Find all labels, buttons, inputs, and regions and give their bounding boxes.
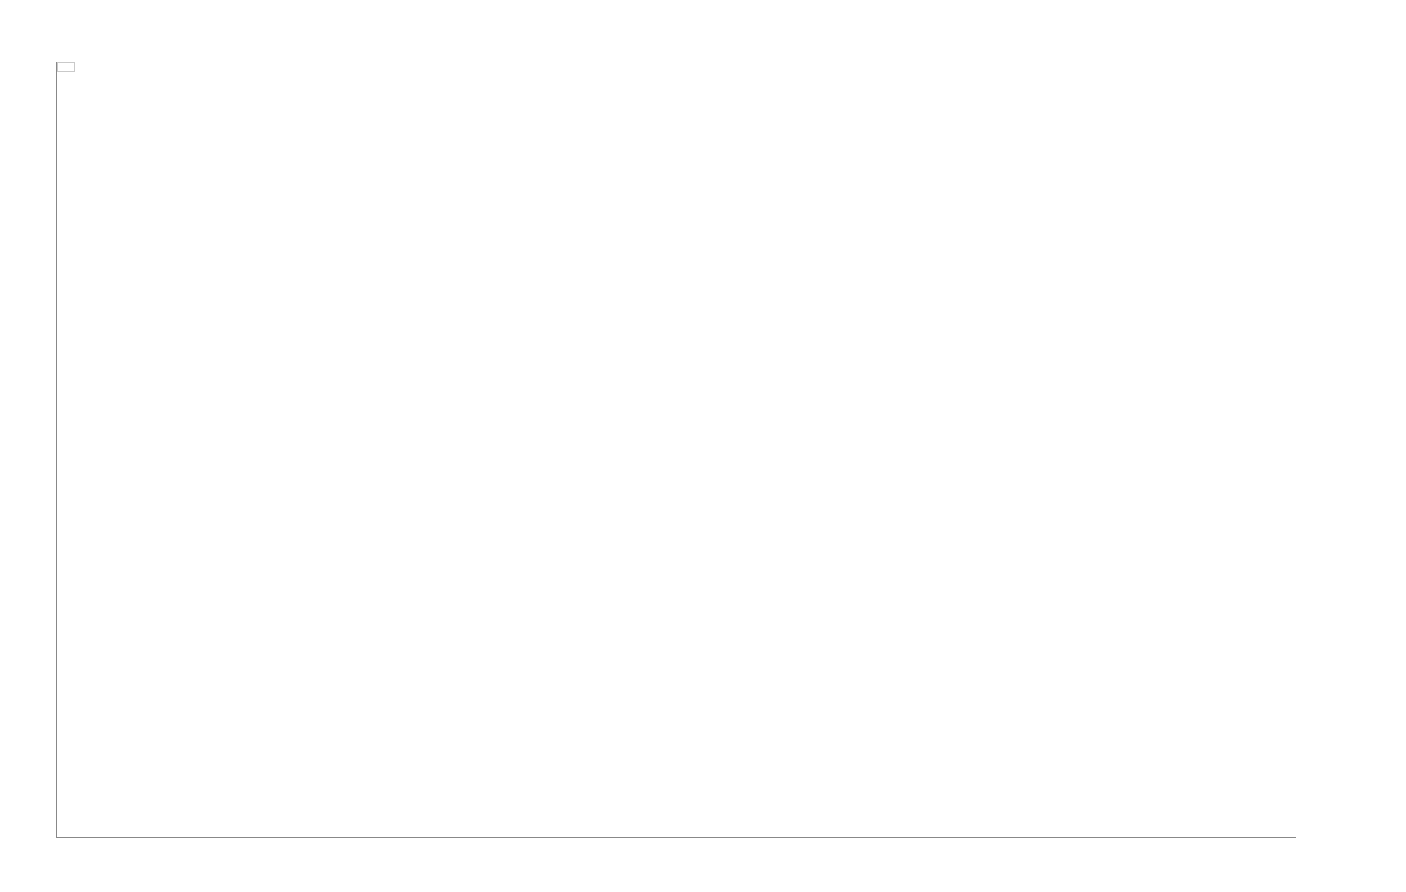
stats-box xyxy=(57,62,75,72)
chart-container xyxy=(14,44,1392,878)
plot-area xyxy=(56,62,1296,838)
